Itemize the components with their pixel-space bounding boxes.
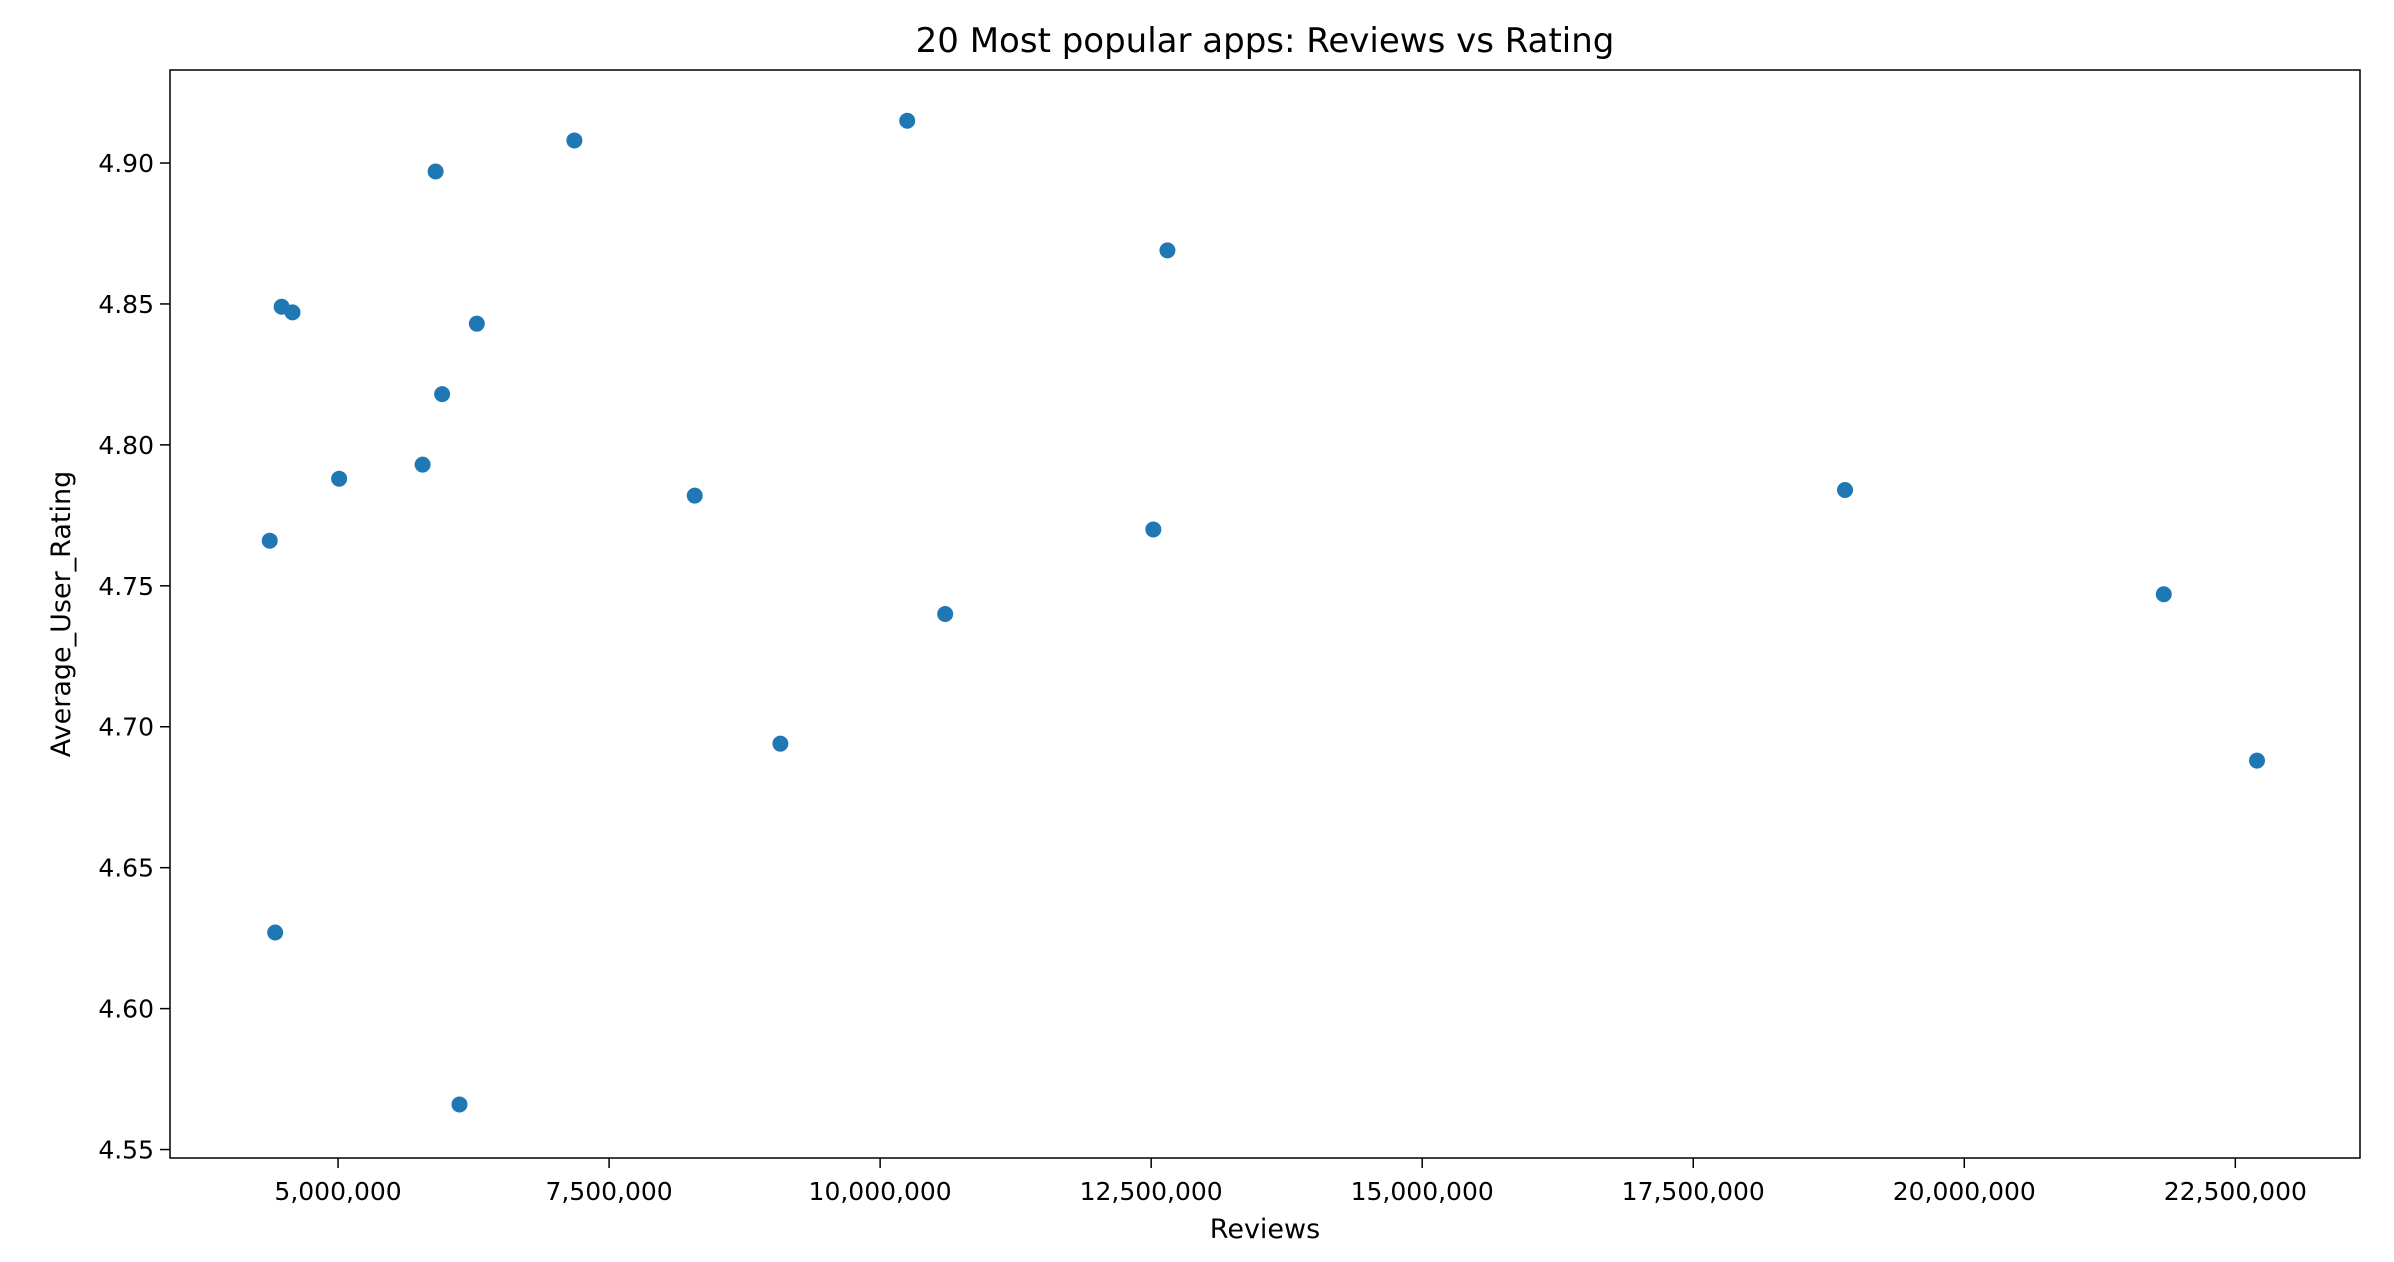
- data-point: [2155, 586, 2172, 603]
- y-axis-label: Average_User_Rating: [46, 471, 77, 757]
- x-tick-label: 22,500,000: [2164, 1177, 2307, 1206]
- data-point: [468, 315, 485, 332]
- y-axis: 4.55 4.60 4.65 4.70 4.75 4.80 4.85 4.90: [98, 149, 170, 1165]
- data-point: [331, 470, 348, 487]
- data-point: [414, 456, 431, 473]
- y-tick-label: 4.70: [98, 713, 154, 742]
- data-point: [267, 924, 284, 941]
- data-point: [2249, 752, 2266, 769]
- y-tick-label: 4.75: [98, 572, 154, 601]
- y-tick-label: 4.55: [98, 1136, 154, 1165]
- data-point: [1145, 521, 1162, 538]
- data-point: [1837, 481, 1854, 498]
- data-point: [434, 386, 451, 403]
- data-points: [261, 112, 2266, 1113]
- x-tick-label: 20,000,000: [1893, 1177, 2036, 1206]
- x-tick-label: 7,500,000: [545, 1177, 672, 1206]
- data-point: [451, 1096, 468, 1113]
- x-tick-label: 17,500,000: [1622, 1177, 1765, 1206]
- data-point: [686, 487, 703, 504]
- x-axis-label: Reviews: [1210, 1214, 1320, 1245]
- x-tick-label: 10,000,000: [809, 1177, 952, 1206]
- x-tick-label: 12,500,000: [1080, 1177, 1223, 1206]
- data-point: [772, 735, 789, 752]
- y-tick-label: 4.85: [98, 290, 154, 319]
- x-tick-label: 15,000,000: [1351, 1177, 1494, 1206]
- y-tick-label: 4.60: [98, 995, 154, 1024]
- plot-frame: [169, 69, 2361, 1159]
- y-tick-label: 4.80: [98, 431, 154, 460]
- data-point: [937, 606, 954, 622]
- x-axis: 5,000,000 7,500,000 10,000,000 12,500,000 15…: [274, 1158, 2307, 1206]
- data-point: [427, 163, 444, 180]
- data-point: [284, 304, 301, 321]
- data-point: [1159, 242, 1176, 259]
- y-tick-label: 4.90: [98, 149, 154, 178]
- y-tick-label: 4.65: [98, 854, 154, 883]
- data-point: [261, 532, 278, 549]
- x-tick-label: 5,000,000: [274, 1177, 401, 1206]
- chart-title: 20 Most popular apps: Reviews vs Rating: [916, 21, 1615, 61]
- data-point: [566, 132, 583, 149]
- data-point: [899, 112, 916, 129]
